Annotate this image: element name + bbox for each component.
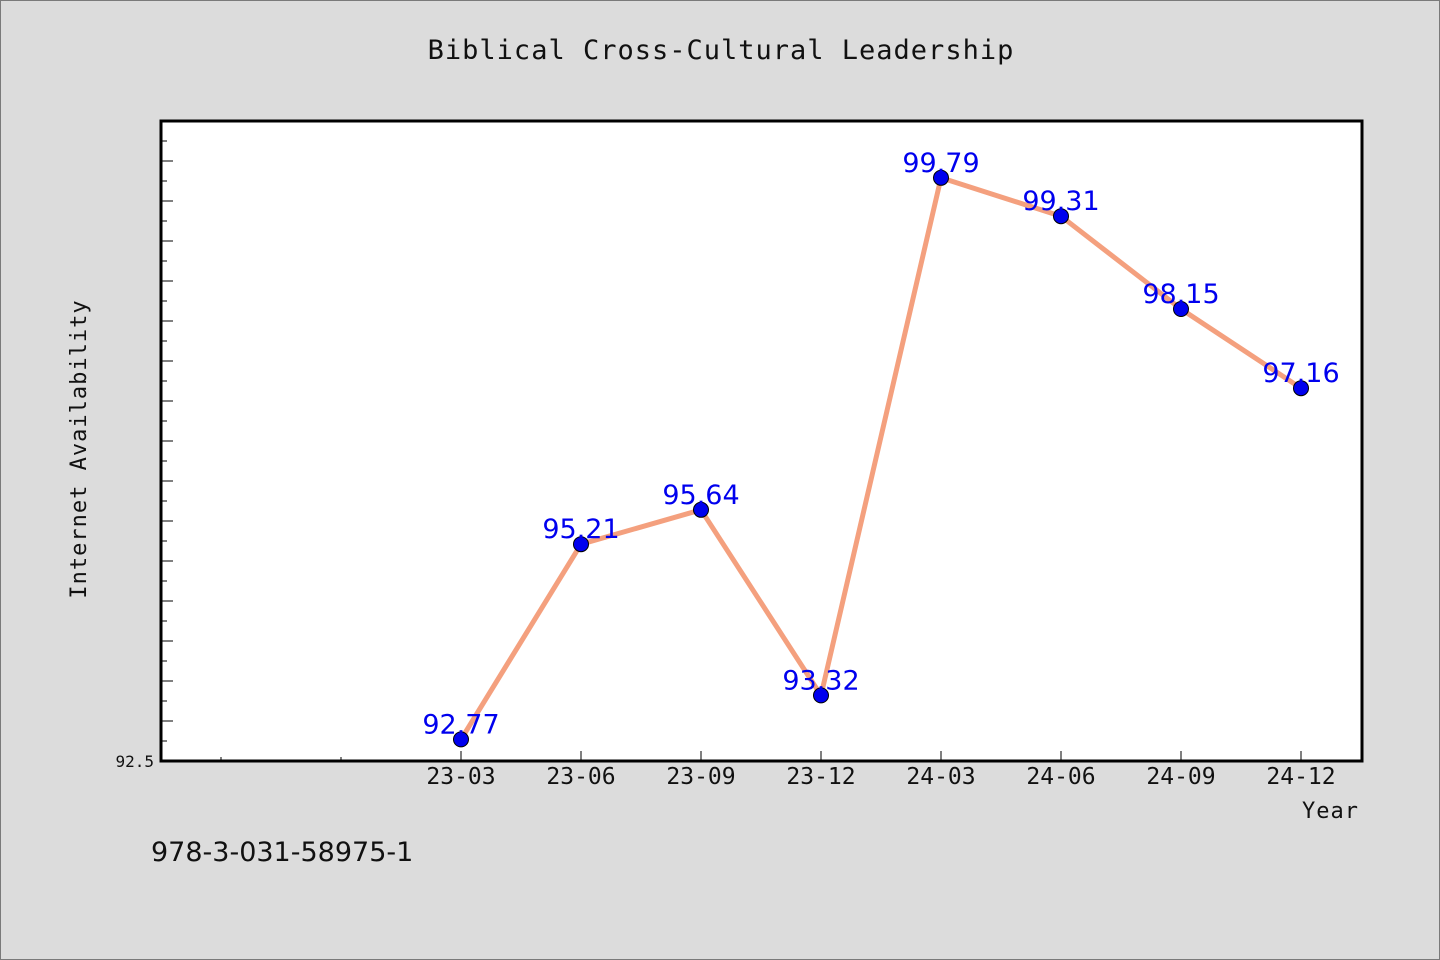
x-tick-label: 23-09 bbox=[666, 764, 735, 790]
data-label: 93.32 bbox=[782, 665, 859, 696]
data-label: 98.15 bbox=[1142, 279, 1219, 310]
data-point bbox=[1053, 208, 1069, 225]
x-axis-title: Year bbox=[1302, 799, 1359, 824]
data-label: 92.77 bbox=[422, 709, 499, 740]
plot-area bbox=[159, 119, 1364, 763]
data-label: 99.31 bbox=[1022, 186, 1099, 217]
data-label: 97.16 bbox=[1262, 358, 1339, 389]
chart-title: Biblical Cross-Cultural Leadership bbox=[427, 35, 1015, 66]
x-tick-label: 24-12 bbox=[1266, 764, 1335, 790]
data-point bbox=[573, 536, 589, 553]
series-line-group: 92.77 95.21 95.64 93.32 99.79 99.31 98.15 97.16 bbox=[422, 148, 1340, 748]
data-point bbox=[1173, 301, 1189, 317]
x-axis-ticks: 23-03 23-06 23-09 23-12 24-03 24-06 24-09 24-12 bbox=[220, 751, 1336, 790]
x-tick-label: 24-03 bbox=[906, 764, 975, 790]
isbn-text: 978-3-031-58975-1 bbox=[151, 837, 414, 868]
x-tick-label: 23-12 bbox=[786, 764, 855, 790]
data-point bbox=[1293, 380, 1309, 397]
y-axis-ticks bbox=[161, 120, 173, 762]
series-line bbox=[458, 175, 1304, 742]
y-tick-label: 92.5 bbox=[115, 752, 154, 771]
data-point bbox=[933, 169, 949, 186]
data-label: 99.79 bbox=[902, 148, 979, 179]
x-tick-label: 23-06 bbox=[546, 764, 615, 790]
x-tick-label: 24-06 bbox=[1026, 764, 1095, 790]
data-point bbox=[813, 687, 829, 704]
x-tick-label: 24-09 bbox=[1146, 764, 1215, 790]
data-label: 95.21 bbox=[542, 514, 619, 545]
y-axis-title: Internet Availability bbox=[67, 299, 92, 598]
data-label: 95.64 bbox=[662, 480, 739, 511]
data-point bbox=[693, 501, 709, 518]
data-point bbox=[453, 731, 469, 748]
x-tick-label: 23-03 bbox=[426, 764, 495, 790]
